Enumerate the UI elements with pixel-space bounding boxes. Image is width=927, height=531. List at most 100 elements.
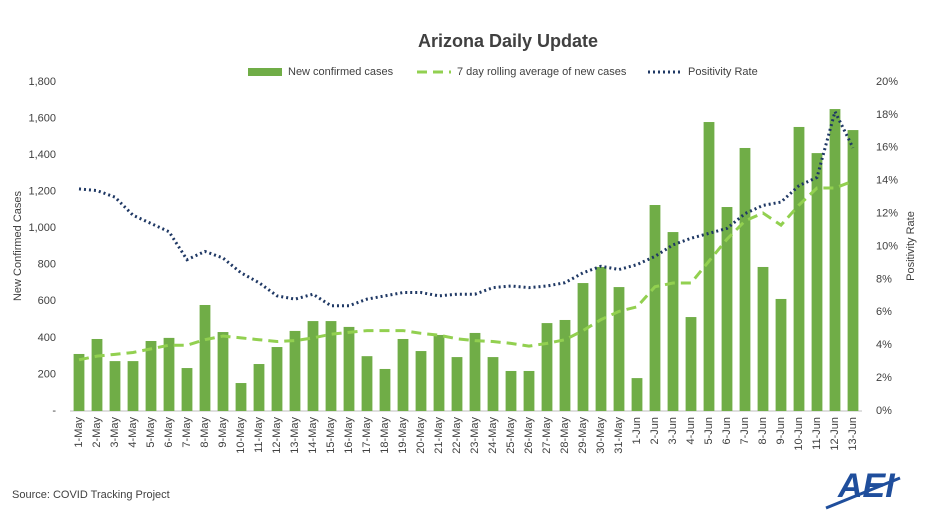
x-tick-label: 16-May: [343, 417, 355, 454]
chart-title: Arizona Daily Update: [418, 31, 598, 51]
y2-tick-label: 6%: [876, 306, 892, 318]
y2-tick-label: 8%: [876, 273, 892, 285]
bar: [793, 126, 805, 412]
x-tick-label: 1-May: [73, 417, 85, 448]
y-axis-title: New Confirmed Cases: [12, 190, 24, 301]
x-tick-label: 17-May: [361, 417, 373, 454]
x-tick-label: 11-Jun: [811, 417, 823, 450]
x-tick-label: 13-May: [289, 417, 301, 454]
line: [78, 107, 855, 308]
x-tick-label: 6-Jun: [721, 417, 733, 445]
y-tick-label: 1,400: [28, 149, 56, 161]
y-tick-label: 1,000: [28, 222, 56, 234]
bar: [739, 147, 751, 411]
x-tick-label: 28-May: [559, 417, 571, 454]
legend-swatch: [248, 68, 282, 76]
bar: [343, 326, 355, 411]
y-tick-label: 600: [38, 295, 56, 307]
bar: [415, 351, 427, 411]
x-tick-label: 10-Jun: [793, 417, 805, 451]
bar: [451, 357, 463, 411]
x-tick-label: 9-Jun: [775, 417, 787, 445]
y2-axis-title: Positivity Rate: [905, 211, 917, 281]
y-tick-label: 800: [38, 259, 56, 271]
bar: [757, 266, 769, 411]
y2-tick-label: 12%: [876, 208, 898, 220]
bar: [127, 361, 139, 411]
y-tick-label: -: [52, 405, 56, 417]
x-tick-label: 2-Jun: [649, 417, 661, 445]
bar: [559, 319, 571, 411]
bar: [253, 364, 265, 411]
source-note: Source: COVID Tracking Project: [12, 489, 170, 501]
x-tick-label: 11-May: [253, 417, 265, 453]
bar: [325, 321, 337, 411]
x-tick-label: 1-Jun: [631, 417, 643, 445]
bar: [649, 205, 661, 411]
x-tick-label: 3-May: [109, 417, 121, 448]
logo-group: AEI: [825, 467, 901, 510]
x-tick-label: 7-May: [181, 417, 193, 448]
logo-swoosh: [825, 476, 901, 510]
bar: [811, 153, 823, 411]
x-tick-label: 19-May: [397, 417, 409, 454]
x-tick-label: 8-May: [199, 417, 211, 448]
y2-tick-label: 18%: [876, 109, 898, 121]
legend-label: 7 day rolling average of new cases: [457, 66, 627, 78]
x-tick-label: 14-May: [307, 417, 319, 454]
y-tick-label: 400: [38, 332, 56, 344]
x-tick-label: 4-May: [127, 417, 139, 448]
x-tick-label: 15-May: [325, 417, 337, 454]
x-tick-label: 23-May: [469, 417, 481, 454]
bar: [109, 361, 121, 411]
bar: [361, 356, 373, 411]
bar: [235, 383, 247, 411]
bar: [541, 323, 553, 411]
bar: [307, 321, 319, 411]
bar: [703, 122, 715, 412]
x-tick-label: 27-May: [541, 417, 553, 454]
x-tick-label: 4-Jun: [685, 417, 697, 445]
bar: [775, 298, 787, 411]
bar: [217, 332, 229, 411]
bar: [829, 109, 841, 411]
x-tick-label: 20-May: [415, 417, 427, 454]
bar: [667, 232, 679, 411]
bar: [73, 353, 85, 411]
y-tick-label: 200: [38, 368, 56, 380]
x-tick-label: 9-May: [217, 417, 229, 448]
bar: [523, 370, 535, 411]
bar: [847, 130, 859, 411]
bar: [91, 338, 103, 411]
x-tick-label: 8-Jun: [757, 417, 769, 445]
y-tick-label: 1,600: [28, 112, 56, 124]
bar: [379, 368, 391, 411]
bar: [469, 332, 481, 411]
x-tick-label: 22-May: [451, 417, 463, 454]
x-tick-label: 31-May: [613, 417, 625, 454]
x-tick-label: 13-Jun: [847, 417, 859, 451]
bar: [199, 304, 211, 411]
bar: [613, 287, 625, 411]
x-tick-label: 12-May: [271, 417, 283, 454]
legend-label: Positivity Rate: [688, 66, 758, 78]
bar: [577, 283, 589, 411]
y2-tick-label: 4%: [876, 339, 892, 351]
x-tick-label: 5-Jun: [703, 417, 715, 445]
bar: [271, 347, 283, 411]
bar: [505, 370, 517, 411]
x-tick-label: 25-May: [505, 417, 517, 454]
x-tick-label: 30-May: [595, 417, 607, 454]
bar: [685, 317, 697, 411]
bar: [433, 334, 445, 411]
bar: [289, 330, 301, 411]
bar: [631, 378, 643, 411]
x-tick-label: 2-May: [91, 417, 103, 448]
y-tick-label: 1,200: [28, 186, 56, 198]
bar: [487, 357, 499, 411]
x-tick-label: 26-May: [523, 417, 535, 454]
line: [78, 179, 854, 362]
bar: [721, 207, 733, 411]
bar: [145, 340, 157, 411]
x-tick-label: 5-May: [145, 417, 157, 448]
